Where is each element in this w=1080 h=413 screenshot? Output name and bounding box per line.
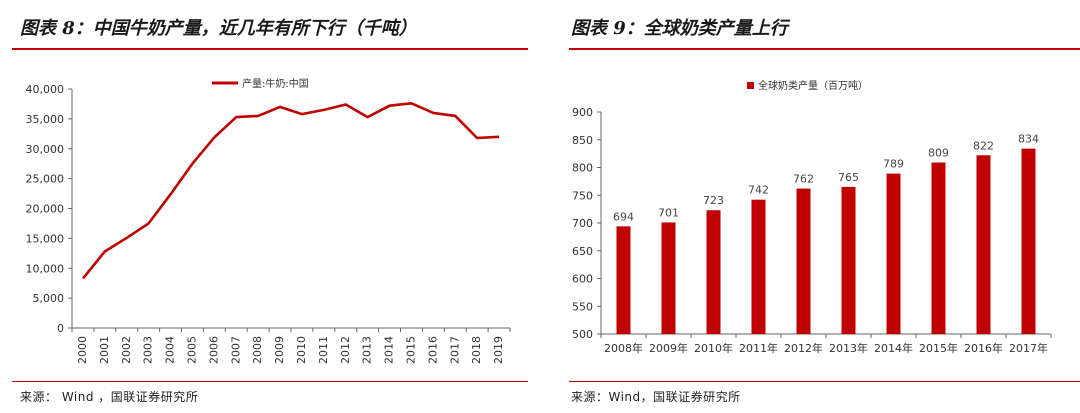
x-tick-label: 2011年 bbox=[739, 341, 778, 355]
bar-value-label: 723 bbox=[703, 194, 724, 207]
x-tick-label: 2003 bbox=[142, 336, 155, 364]
x-tick-label: 2016 bbox=[426, 336, 439, 364]
x-tick-label: 2005 bbox=[185, 336, 198, 364]
y-tick-label: 900 bbox=[572, 106, 593, 119]
figure-9-top-rule bbox=[569, 48, 1080, 50]
figure-8-title: 图表 8：中国牛奶产量，近几年有所下行（千吨） bbox=[20, 18, 417, 39]
bar bbox=[886, 173, 901, 334]
legend-label: 全球奶类产量（百万吨） bbox=[758, 79, 868, 92]
legend-label: 产量:牛奶:中国 bbox=[242, 77, 309, 90]
x-tick-label: 2009 bbox=[273, 336, 286, 364]
bar-value-label: 762 bbox=[793, 173, 814, 186]
bar bbox=[976, 155, 991, 334]
bar-value-label: 834 bbox=[1018, 133, 1039, 146]
y-tick-label: 650 bbox=[572, 245, 593, 258]
y-tick-label: 40,000 bbox=[26, 83, 65, 96]
y-tick-label: 750 bbox=[572, 189, 593, 202]
bar bbox=[661, 222, 676, 334]
figure-8-bottom-rule bbox=[12, 381, 528, 382]
x-tick-label: 2002 bbox=[120, 336, 133, 364]
figure-8-top-rule bbox=[12, 48, 528, 50]
figure-8-source: 来源： Wind ，国联证券研究所 bbox=[20, 390, 199, 404]
x-tick-label: 2010 bbox=[295, 336, 308, 364]
x-tick-label: 2015年 bbox=[919, 341, 958, 355]
y-tick-label: 25,000 bbox=[26, 173, 65, 186]
y-tick-label: 800 bbox=[572, 162, 593, 175]
y-tick-label: 0 bbox=[57, 322, 64, 335]
figure-9-panel: 图表 9：全球奶类产量上行 500 550 600 650 700 750 800 850 90… bbox=[557, 0, 1080, 413]
y-tick-label: 15,000 bbox=[26, 232, 65, 245]
y-tick-label: 35,000 bbox=[26, 113, 65, 126]
y-tick-label: 500 bbox=[572, 328, 593, 341]
bar bbox=[706, 210, 721, 334]
series-line-china-milk bbox=[81, 102, 500, 280]
bar-value-label: 694 bbox=[613, 210, 634, 223]
x-tick-label: 2008 bbox=[251, 336, 264, 364]
y-tick-label: 600 bbox=[572, 273, 593, 286]
x-tick-label: 2007 bbox=[229, 336, 242, 364]
x-tick-label: 2006 bbox=[207, 336, 220, 364]
bar-value-label: 789 bbox=[883, 158, 904, 171]
x-tick-label: 2016年 bbox=[964, 341, 1003, 355]
x-tick-label: 2012年 bbox=[784, 341, 823, 355]
x-tick-label: 2008年 bbox=[604, 341, 643, 355]
y-tick-label: 10,000 bbox=[26, 262, 65, 275]
bar-value-label: 701 bbox=[658, 206, 679, 219]
y-tick-label: 550 bbox=[572, 300, 593, 313]
y-tick-label: 700 bbox=[572, 217, 593, 230]
bar-value-label: 742 bbox=[748, 184, 769, 197]
bar bbox=[616, 226, 631, 334]
figure-8-panel: 图表 8：中国牛奶产量，近几年有所下行（千吨） 0 5,000 10,000 15,0… bbox=[0, 0, 528, 413]
y-tick-label: 5,000 bbox=[33, 292, 65, 305]
x-tick-label: 2014 bbox=[383, 336, 396, 364]
x-tick-label: 2013 bbox=[361, 336, 374, 364]
bar-value-label: 822 bbox=[973, 139, 994, 152]
x-tick-label: 2017 bbox=[448, 336, 461, 364]
x-tick-label: 2004 bbox=[164, 336, 177, 364]
x-tick-label: 2013年 bbox=[829, 341, 868, 355]
y-tick-label: 20,000 bbox=[26, 203, 65, 216]
china-milk-line-chart: 0 5,000 10,000 15,000 20,000 25,000 30,000 35,0… bbox=[26, 77, 511, 364]
figure-9-bottom-rule bbox=[569, 381, 1080, 382]
x-tick-label: 2001 bbox=[98, 336, 111, 364]
x-tick-label: 2009年 bbox=[649, 341, 688, 355]
bar-value-label: 809 bbox=[928, 147, 949, 160]
bar-value-label: 765 bbox=[838, 171, 859, 184]
x-tick-label: 2011 bbox=[317, 336, 330, 364]
bar bbox=[931, 162, 946, 334]
bar bbox=[796, 188, 811, 334]
x-tick-label: 2014年 bbox=[874, 341, 913, 355]
legend-swatch bbox=[747, 82, 754, 89]
x-tick-label: 2018 bbox=[470, 336, 483, 364]
y-tick-label: 850 bbox=[572, 134, 593, 147]
figure-9-source: 来源：Wind，国联证券研究所 bbox=[571, 390, 741, 404]
figure-9-title: 图表 9：全球奶类产量上行 bbox=[571, 18, 788, 39]
bar bbox=[751, 199, 766, 334]
x-tick-label: 2012 bbox=[339, 336, 352, 364]
y-tick-label: 30,000 bbox=[26, 143, 65, 156]
global-dairy-bar-chart: 500 550 600 650 700 750 800 850 900 694 2008年 701 20… bbox=[572, 79, 1052, 355]
x-tick-label: 2015 bbox=[404, 336, 417, 364]
x-tick-label: 2017年 bbox=[1009, 341, 1048, 355]
x-tick-label: 2019 bbox=[492, 336, 505, 364]
x-tick-label: 2000 bbox=[76, 336, 89, 364]
bar bbox=[1021, 148, 1036, 334]
bar bbox=[841, 186, 856, 334]
x-tick-label: 2010年 bbox=[694, 341, 733, 355]
